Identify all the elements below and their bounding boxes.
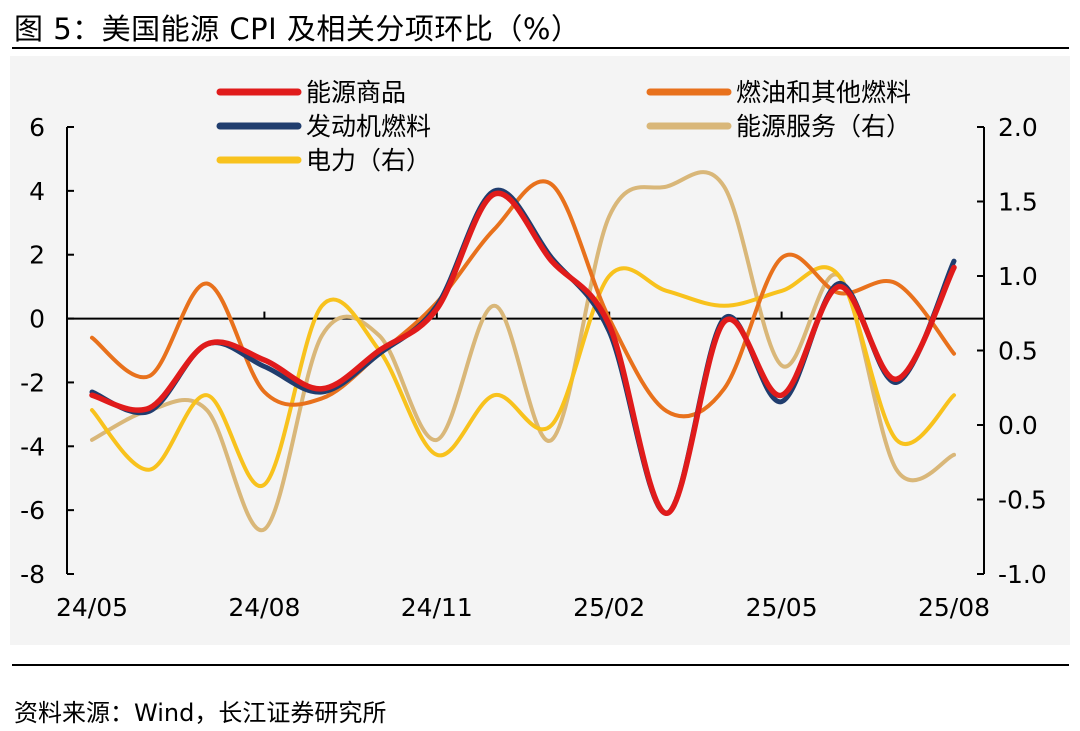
y-tick-label-left: 0	[29, 305, 45, 334]
x-tick-label: 24/11	[401, 593, 473, 622]
series-line-4	[90, 265, 956, 489]
x-tick-label: 24/05	[56, 593, 128, 622]
y-tick-label-left: 6	[29, 113, 45, 142]
figure-title: 图 5：美国能源 CPI 及相关分项环比（%）	[14, 12, 581, 46]
bottom-divider	[12, 664, 1069, 666]
y-tick-label-right: -0.5	[998, 486, 1047, 515]
legend-label: 发动机燃料	[306, 112, 431, 141]
y-tick-label-right: 1.5	[998, 188, 1038, 217]
series-line-3	[90, 170, 956, 533]
legend-label: 能源商品	[306, 78, 406, 107]
y-tick-label-left: -6	[20, 496, 45, 525]
y-tick-label-left: 4	[29, 177, 45, 206]
y-tick-label-right: -1.0	[998, 560, 1047, 589]
chart-panel: 6 4 2 0 -2 -4 -6 -8 2.0 1.5 1.0 0.5 0.0 -0.5 -1.0 24/05…	[10, 56, 1070, 645]
series-line-0	[89, 190, 957, 517]
series-line-1	[89, 187, 957, 516]
x-tick-label: 25/02	[573, 593, 645, 622]
source-note: 资料来源：Wind，长江证券研究所	[14, 699, 387, 727]
y-tick-label-left: -2	[20, 368, 45, 397]
x-tick-label: 24/08	[228, 593, 300, 622]
legend-label: 电力（右）	[306, 146, 431, 175]
series-line-2	[90, 179, 956, 419]
y-tick-label-left: 2	[29, 241, 45, 270]
y-tick-label-right: 1.0	[998, 262, 1038, 291]
line-chart: 6 4 2 0 -2 -4 -6 -8 2.0 1.5 1.0 0.5 0.0 -0.5 -1.0 24/05…	[20, 78, 1047, 622]
y-tick-label-left: -4	[20, 432, 45, 461]
x-tick-label: 25/08	[918, 593, 990, 622]
y-tick-label-left: -8	[20, 560, 45, 589]
legend-label: 能源服务（右）	[736, 112, 911, 141]
y-tick-label-right: 0.5	[998, 337, 1038, 366]
y-tick-label-right: 0.0	[998, 411, 1038, 440]
y-tick-label-right: 2.0	[998, 113, 1038, 142]
legend-label: 燃油和其他燃料	[736, 78, 911, 107]
top-divider	[12, 47, 1069, 49]
x-tick-label: 25/05	[746, 593, 818, 622]
